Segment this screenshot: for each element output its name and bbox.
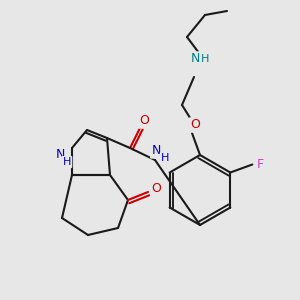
Text: F: F	[257, 158, 264, 171]
Text: O: O	[151, 182, 161, 194]
Text: N: N	[190, 52, 200, 65]
Text: H: H	[63, 157, 71, 167]
Text: H: H	[201, 54, 209, 64]
Text: O: O	[190, 118, 200, 131]
Text: N: N	[55, 148, 65, 160]
Text: N: N	[151, 145, 161, 158]
Text: H: H	[161, 153, 169, 163]
Text: O: O	[139, 115, 149, 128]
